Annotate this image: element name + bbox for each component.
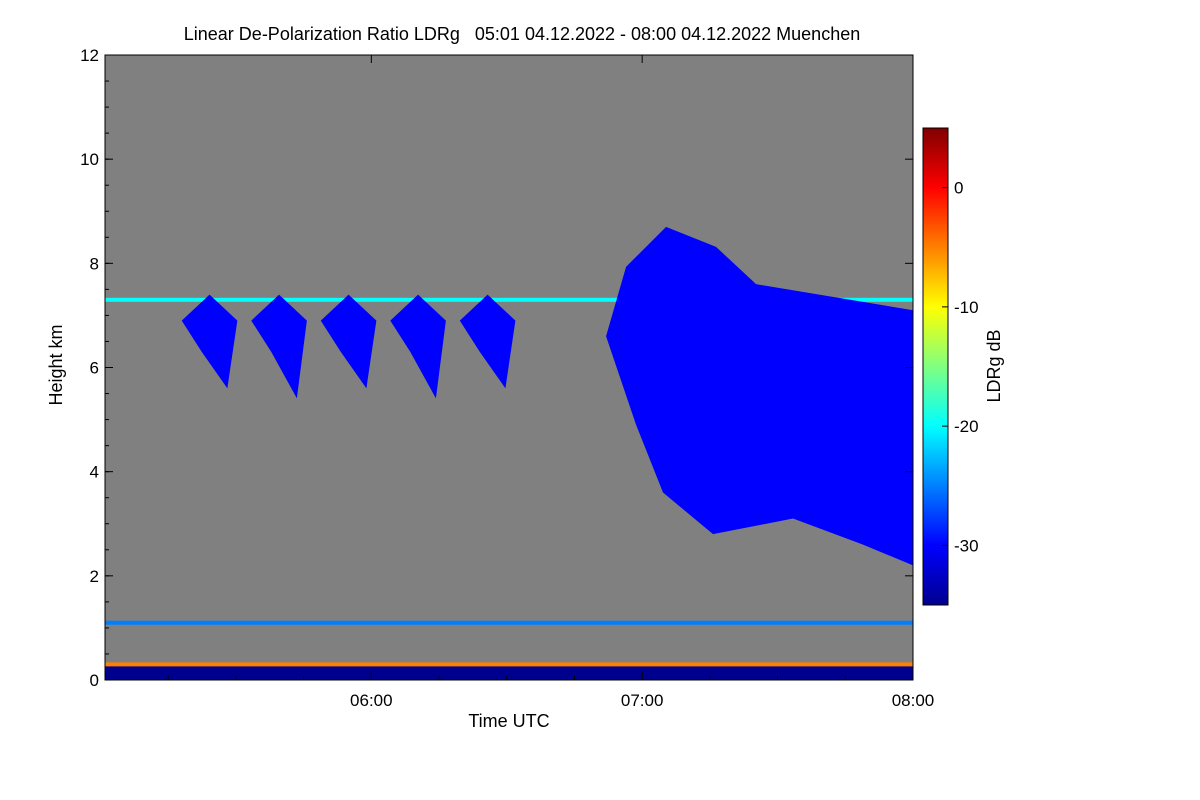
y-tick-label: 6 [90,359,99,378]
chart-title: Linear De-Polarization Ratio LDRg 05:01 … [184,24,860,44]
y-tick-label: 10 [80,150,99,169]
colorbar-label: LDRg dB [984,329,1004,402]
y-tick-label: 0 [90,671,99,690]
x-axis: 06:00 07:00 08:00 [167,55,935,710]
colorbar [922,127,949,606]
feature-cirrus-streaks [181,294,238,389]
feature-cirrus-streaks [390,294,446,399]
feature-layer [105,620,913,625]
feature-thick-cloud [606,226,913,566]
y-axis: 0 2 4 6 8 10 12 [80,46,913,690]
colorbar-tick-label: 0 [954,179,963,198]
feature-cirrus-streaks [251,294,307,399]
y-axis-label: Height km [46,324,66,405]
feature-cirrus-streaks [320,294,377,389]
feature-surface-band [105,664,913,680]
x-tick-label: 07:00 [621,691,664,710]
colorbar-axis: 0 -10 -20 -30 [942,179,979,555]
y-tick-label: 8 [90,254,99,273]
colorbar-tick-label: -30 [954,536,979,555]
y-tick-label: 4 [90,463,99,482]
feature-near-surface-line [105,662,913,667]
y-tick-label: 12 [80,46,99,65]
data-layer [105,226,913,680]
x-tick-label: 08:00 [892,691,935,710]
feature-cirrus-streaks [459,294,516,389]
colorbar-tick-label: -10 [954,298,979,317]
colorbar-tick-label: -20 [954,417,979,436]
feature-thin-layer [105,297,913,302]
y-tick-label: 2 [90,567,99,586]
x-tick-label: 06:00 [350,691,393,710]
x-axis-label: Time UTC [468,711,549,731]
